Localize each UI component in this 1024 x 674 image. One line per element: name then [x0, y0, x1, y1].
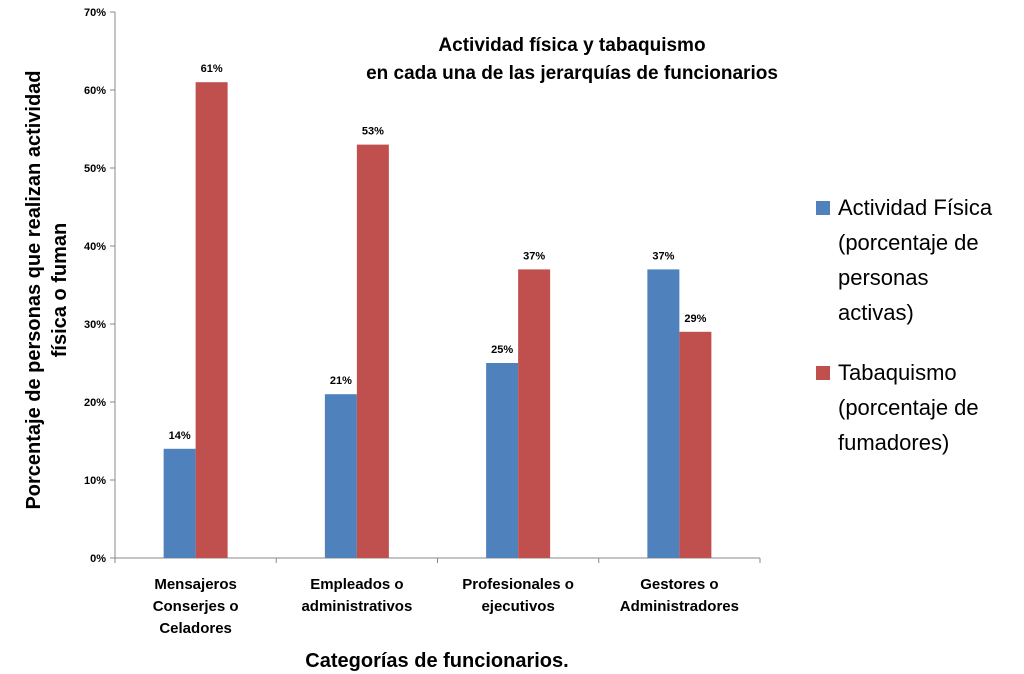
- bar: [324, 394, 357, 558]
- bar: [518, 269, 551, 558]
- category-label: ejecutivos: [481, 598, 554, 615]
- y-tick-label: 70%: [84, 7, 106, 19]
- legend-label: personas: [838, 265, 929, 290]
- chart-title-line: en cada una de las jerarquías de funcion…: [366, 63, 778, 84]
- chart-title-line: Actividad física y tabaquismo: [438, 35, 705, 56]
- bars: 14% 61% 21% 53% 25% 37% 37% 29%: [163, 63, 712, 558]
- bar: [163, 448, 196, 558]
- legend-label: activas): [838, 300, 914, 325]
- y-tick-label: 60%: [84, 85, 106, 97]
- legend-label: (porcentaje de: [838, 395, 979, 420]
- y-tick-label: 0%: [90, 553, 106, 565]
- y-axis-title: Porcentaje de personas que realizan acti…: [23, 70, 71, 509]
- y-tick-label: 10%: [84, 475, 106, 487]
- bar: [647, 269, 680, 558]
- y-tick-label: 20%: [84, 397, 106, 409]
- y-tick-label: 40%: [84, 241, 106, 253]
- y-axis-title-line: Porcentaje de personas que realizan acti…: [23, 70, 45, 509]
- y-axis-title-line: física o fuman: [49, 223, 71, 357]
- data-label: 21%: [330, 375, 352, 387]
- chart-title: Actividad física y tabaquismo en cada un…: [366, 35, 778, 84]
- legend-item: Tabaquismo (porcentaje de fumadores): [816, 360, 979, 455]
- data-label: 14%: [169, 430, 191, 442]
- legend-swatch: [816, 366, 830, 380]
- data-label: 53%: [362, 126, 384, 138]
- data-label: 25%: [491, 344, 513, 356]
- category-labels: Mensajeros Conserjes o Celadores Empleados …: [153, 576, 739, 637]
- bar: [679, 331, 712, 558]
- x-axis-title: Categorías de funcionarios.: [305, 650, 568, 672]
- legend-label: Tabaquismo: [838, 360, 957, 385]
- bar: [195, 82, 228, 558]
- category-label: Conserjes o: [153, 598, 239, 615]
- data-label: 61%: [201, 63, 223, 75]
- category-label: Empleados o: [310, 576, 403, 593]
- legend-swatch: [816, 201, 830, 215]
- category-label: Administradores: [620, 598, 739, 615]
- legend-item: Actividad Física (porcentaje de personas ac…: [816, 195, 993, 325]
- bar: [356, 144, 389, 558]
- category-label: administrativos: [301, 598, 412, 615]
- legend: Actividad Física (porcentaje de personas ac…: [816, 195, 993, 455]
- y-tick-label: 50%: [84, 163, 106, 175]
- bar: [486, 363, 519, 558]
- data-label: 37%: [523, 250, 545, 262]
- legend-label: fumadores): [838, 430, 949, 455]
- legend-label: Actividad Física: [838, 195, 993, 220]
- category-label: Mensajeros: [154, 576, 237, 593]
- y-tick-label: 30%: [84, 319, 106, 331]
- data-label: 29%: [684, 313, 706, 325]
- category-label: Celadores: [159, 620, 232, 637]
- category-label: Profesionales o: [462, 576, 574, 593]
- category-label: Gestores o: [640, 576, 718, 593]
- data-label: 37%: [652, 250, 674, 262]
- legend-label: (porcentaje de: [838, 230, 979, 255]
